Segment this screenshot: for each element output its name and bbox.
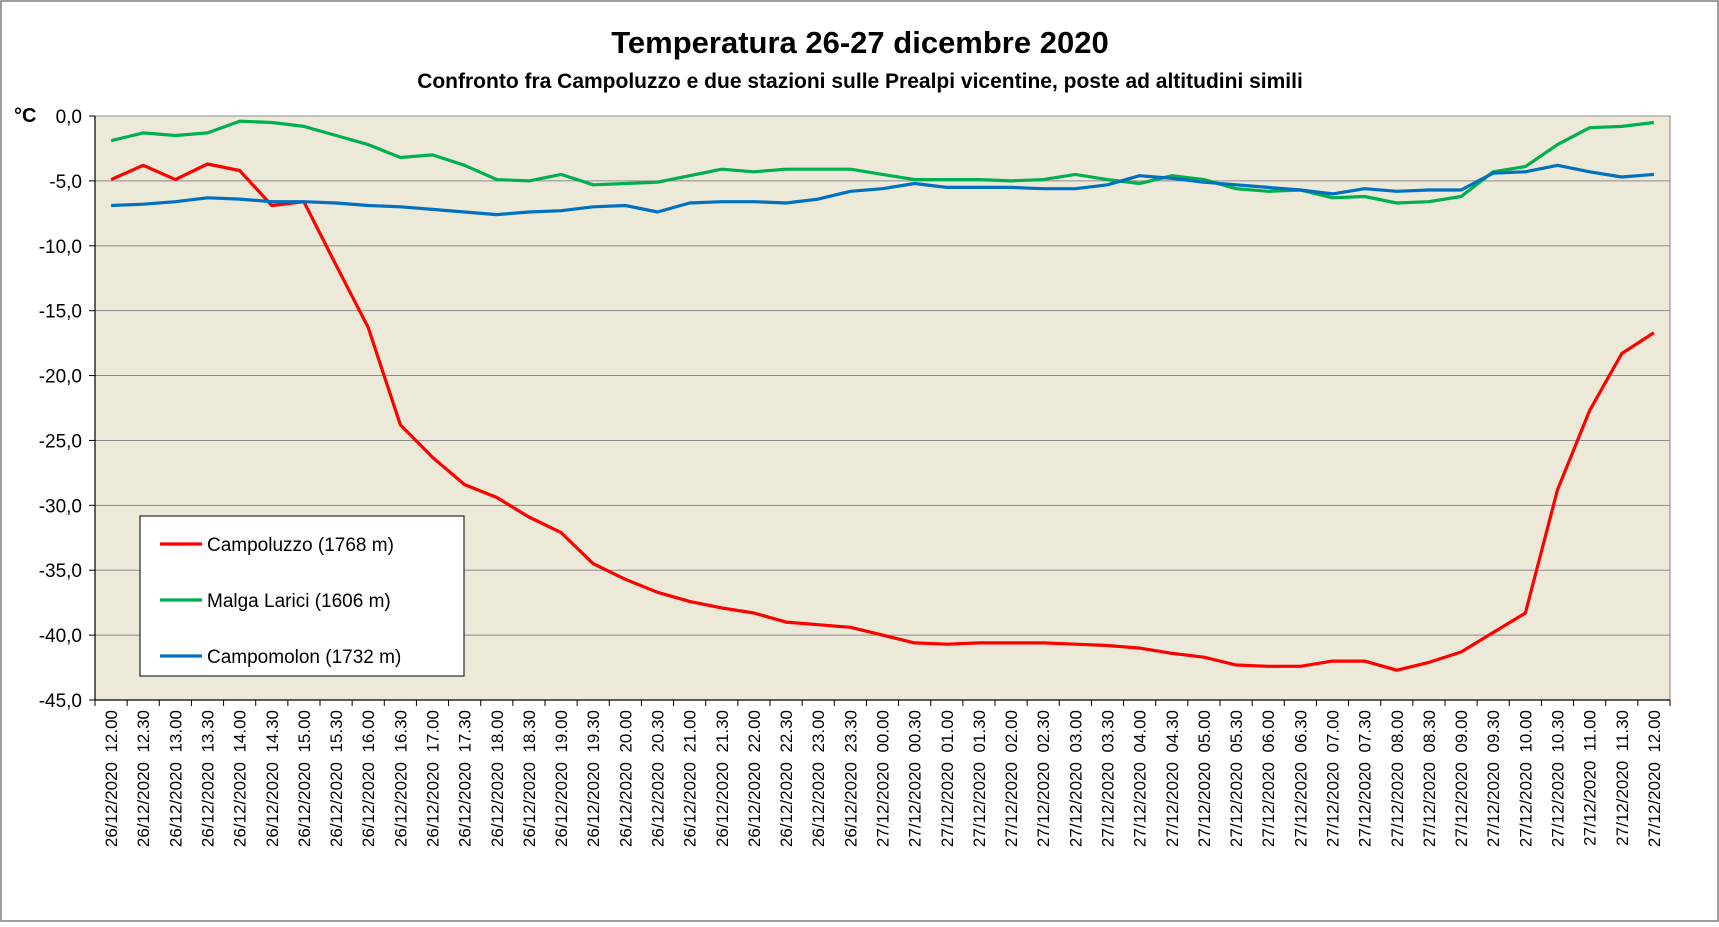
y-axis: 0,0 -5,0 -10,0 -15,0 -20,0 -25,0 -30,0 -35,0 -40… <box>39 107 96 712</box>
y-tick-label: -40,0 <box>39 626 82 647</box>
x-tick-label: 27/12/2020 09.00 <box>1452 710 1471 847</box>
x-tick-label: 27/12/2020 08.00 <box>1388 710 1407 847</box>
y-axis-unit: °C <box>14 105 36 127</box>
x-tick-label: 26/12/2020 13.30 <box>199 710 218 847</box>
x-tick-label: 27/12/2020 02.30 <box>1034 710 1053 847</box>
x-tick-label: 26/12/2020 14.00 <box>231 710 250 847</box>
series-lines <box>110 119 1655 672</box>
x-tick-label: 26/12/2020 21.00 <box>681 710 700 847</box>
x-tick-label: 27/12/2020 05.30 <box>1227 710 1246 847</box>
series-line-2 <box>110 119 1655 205</box>
x-tick-label: 27/12/2020 12.00 <box>1645 710 1664 847</box>
chart-subtitle: Confronto fra Campoluzzo e due stazioni … <box>417 70 1303 93</box>
x-tick-label: 26/12/2020 20.00 <box>616 710 635 847</box>
y-tick-label: -35,0 <box>39 561 82 582</box>
x-tick-label: 27/12/2020 02.00 <box>1002 710 1021 847</box>
x-tick-label: 26/12/2020 15.30 <box>327 710 346 847</box>
y-tick-label: 0,0 <box>56 107 82 128</box>
x-tick-label: 26/12/2020 17.30 <box>456 710 475 847</box>
x-tick-label: 27/12/2020 11.00 <box>1581 710 1600 846</box>
x-tick-label: 27/12/2020 03.00 <box>1066 710 1085 847</box>
y-tick-label: -15,0 <box>39 302 82 323</box>
y-tick-label: -45,0 <box>39 691 82 712</box>
x-tick-label: 27/12/2020 01.30 <box>970 710 989 847</box>
x-tick-label: 26/12/2020 23.00 <box>809 710 828 847</box>
series-line-3 <box>111 163 1655 217</box>
x-tick-label: 27/12/2020 04.30 <box>1163 710 1182 847</box>
y-tick-label: -30,0 <box>39 496 82 517</box>
legend-label: Campoluzzo (1768 m) <box>207 535 394 556</box>
x-tick-label: 26/12/2020 18.30 <box>520 710 539 847</box>
x-tick-label: 26/12/2020 12.00 <box>102 710 121 847</box>
x-tick-label: 26/12/2020 19.30 <box>584 710 603 847</box>
x-tick-label: 27/12/2020 06.00 <box>1259 710 1278 847</box>
x-tick-label: 26/12/2020 12.30 <box>134 710 153 847</box>
legend: Campoluzzo (1768 m) Malga Larici (1606 m)… <box>139 515 465 677</box>
x-tick-label: 27/12/2020 00.00 <box>874 710 893 847</box>
x-tick-label: 26/12/2020 21.30 <box>713 710 732 847</box>
x-tick-label: 26/12/2020 14.30 <box>263 710 282 847</box>
x-tick-label: 26/12/2020 23.30 <box>841 710 860 847</box>
x-tick-label: 27/12/2020 00.30 <box>906 710 925 847</box>
x-tick-label: 26/12/2020 22.00 <box>745 710 764 847</box>
x-tick-label: 27/12/2020 06.30 <box>1291 710 1310 847</box>
x-tick-label: 27/12/2020 03.30 <box>1099 710 1118 847</box>
x-tick-label: 27/12/2020 10.00 <box>1516 710 1535 847</box>
x-tick-label: 26/12/2020 18.00 <box>488 710 507 847</box>
x-tick-label: 27/12/2020 01.00 <box>938 710 957 847</box>
y-tick-label: -25,0 <box>39 431 82 452</box>
x-tick-label: 26/12/2020 13.00 <box>166 710 185 847</box>
y-tick-label: -5,0 <box>49 172 82 193</box>
x-tick-label: 27/12/2020 07.30 <box>1356 710 1375 847</box>
legend-label: Malga Larici (1606 m) <box>207 591 391 612</box>
x-tick-label: 26/12/2020 15.00 <box>295 710 314 847</box>
x-tick-label: 27/12/2020 09.30 <box>1484 710 1503 847</box>
legend-label: Campomolon (1732 m) <box>207 647 401 668</box>
series-line-1 <box>110 162 1655 672</box>
x-tick-label: 27/12/2020 11.30 <box>1613 710 1632 846</box>
x-tick-label: 27/12/2020 07.00 <box>1324 710 1343 847</box>
x-tick-label: 27/12/2020 10.30 <box>1549 710 1568 847</box>
x-tick-label: 26/12/2020 22.30 <box>777 710 796 847</box>
x-tick-label: 27/12/2020 05.00 <box>1195 710 1214 847</box>
y-tick-label: -20,0 <box>39 367 82 388</box>
x-tick-label: 26/12/2020 16.30 <box>391 710 410 847</box>
x-tick-label: 26/12/2020 19.00 <box>552 710 571 847</box>
y-tick-label: -10,0 <box>39 237 82 258</box>
x-tick-label: 26/12/2020 20.30 <box>649 710 668 847</box>
chart-title: Temperatura 26-27 dicembre 2020 <box>611 25 1108 60</box>
x-tick-label: 26/12/2020 17.00 <box>424 710 443 847</box>
x-tick-label: 26/12/2020 16.00 <box>359 710 378 847</box>
x-tick-label: 27/12/2020 08.30 <box>1420 710 1439 847</box>
x-tick-label: 27/12/2020 04.00 <box>1131 710 1150 847</box>
x-axis: 26/12/2020 12.00 26/12/2020 12.30 26/12/20… <box>94 699 1671 847</box>
